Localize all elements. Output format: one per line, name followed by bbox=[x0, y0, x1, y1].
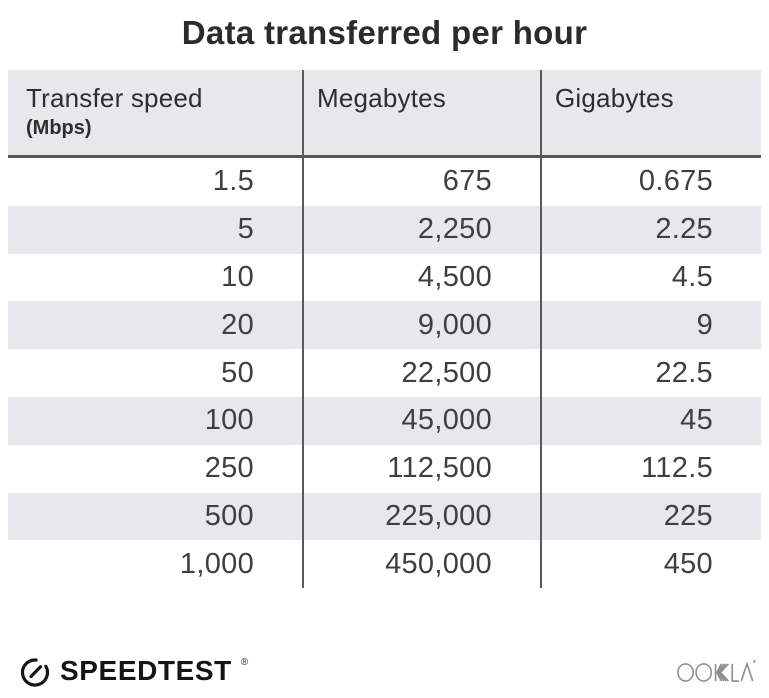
speedtest-gauge-icon bbox=[20, 658, 50, 687]
cell-speed: 1.5 bbox=[212, 165, 254, 198]
ookla-logo bbox=[677, 659, 756, 682]
header-label: Megabytes bbox=[317, 83, 446, 113]
cell-gigabytes: 22.5 bbox=[540, 349, 761, 397]
table-row: 250 112,500 112.5 bbox=[8, 444, 761, 493]
header-transfer-speed: Transfer speed (Mbps) bbox=[8, 70, 302, 155]
header-megabytes: Megabytes bbox=[302, 70, 540, 155]
cell-speed: 500 bbox=[204, 499, 254, 532]
registered-trademark-icon: ® bbox=[240, 657, 249, 668]
cell-speed: 1,000 bbox=[179, 547, 254, 580]
data-table: Transfer speed (Mbps) Megabytes Gigabyte… bbox=[8, 70, 761, 589]
cell-speed: 50 bbox=[221, 356, 254, 389]
table-row: 10 4,500 4.5 bbox=[8, 253, 761, 302]
chart-title: Data transferred per hour bbox=[181, 14, 588, 51]
cell-megabytes: 4,500 bbox=[302, 253, 540, 302]
cell-gigabytes: 0.675 bbox=[540, 158, 761, 206]
cell-gigabytes: 2.25 bbox=[540, 205, 761, 254]
table-row: 50 22,500 22.5 bbox=[8, 349, 761, 397]
cell-speed: 10 bbox=[221, 260, 254, 293]
cell-gigabytes: 225 bbox=[540, 492, 761, 541]
speedtest-logo: SPEEDTEST ® bbox=[18, 654, 248, 688]
cell-speed: 100 bbox=[204, 404, 254, 437]
header-label: Transfer speed bbox=[26, 83, 203, 113]
cell-gigabytes: 9 bbox=[540, 301, 761, 350]
cell-megabytes: 675 bbox=[302, 158, 540, 206]
cell-megabytes: 9,000 bbox=[302, 301, 540, 350]
table-row: 20 9,000 9 bbox=[8, 301, 761, 350]
table-row: 1.5 675 0.675 bbox=[8, 158, 761, 206]
cell-speed: 5 bbox=[237, 213, 254, 246]
table-row: 100 45,000 45 bbox=[8, 396, 761, 445]
cell-speed: 20 bbox=[221, 308, 254, 341]
cell-speed: 250 bbox=[204, 452, 254, 485]
header-gigabytes: Gigabytes bbox=[540, 70, 761, 155]
cell-megabytes: 225,000 bbox=[302, 492, 540, 541]
cell-megabytes: 22,500 bbox=[302, 349, 540, 397]
table-row: 5 2,250 2.25 bbox=[8, 205, 761, 254]
speedtest-wordmark: SPEEDTEST bbox=[60, 655, 232, 686]
table-row: 500 225,000 225 bbox=[8, 492, 761, 541]
cell-gigabytes: 45 bbox=[540, 396, 761, 445]
table-row: 1,000 450,000 450 bbox=[8, 540, 761, 589]
table-header-row: Transfer speed (Mbps) Megabytes Gigabyte… bbox=[8, 70, 761, 158]
cell-megabytes: 112,500 bbox=[302, 444, 540, 493]
cell-gigabytes: 450 bbox=[540, 540, 761, 589]
cell-gigabytes: 4.5 bbox=[540, 253, 761, 302]
cell-megabytes: 45,000 bbox=[302, 396, 540, 445]
cell-gigabytes: 112.5 bbox=[540, 444, 761, 493]
cell-megabytes: 450,000 bbox=[302, 540, 540, 589]
header-label: Gigabytes bbox=[555, 83, 674, 113]
header-sublabel: (Mbps) bbox=[26, 117, 92, 139]
cell-megabytes: 2,250 bbox=[302, 205, 540, 254]
footer: SPEEDTEST ® bbox=[18, 648, 757, 694]
